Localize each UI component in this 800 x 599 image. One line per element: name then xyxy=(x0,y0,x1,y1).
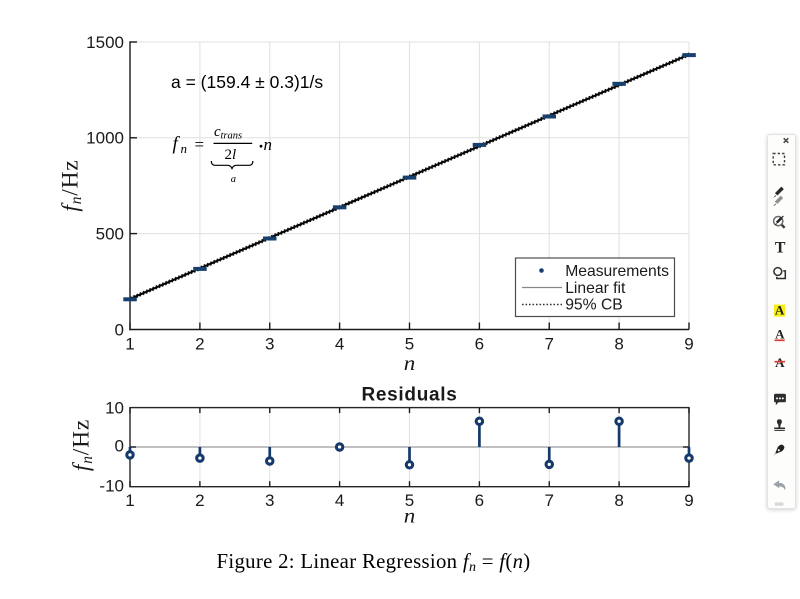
svg-text:9: 9 xyxy=(684,491,693,510)
svg-text:n: n xyxy=(404,506,416,528)
svg-text:5: 5 xyxy=(405,491,414,510)
svg-text:0: 0 xyxy=(115,437,124,456)
svg-text:4: 4 xyxy=(335,491,344,510)
svg-text:0: 0 xyxy=(115,320,124,339)
svg-text:1500: 1500 xyxy=(86,33,124,52)
svg-text:4: 4 xyxy=(335,335,344,354)
svg-text:5: 5 xyxy=(405,335,414,354)
svg-text:n: n xyxy=(264,135,273,154)
svg-text:f: f xyxy=(173,134,181,155)
svg-text:1000: 1000 xyxy=(86,129,124,148)
svg-text:Measurements: Measurements xyxy=(565,263,669,280)
svg-text:Linear fit: Linear fit xyxy=(565,280,626,297)
svg-text:T: T xyxy=(775,240,786,257)
svg-text:500: 500 xyxy=(96,224,124,243)
svg-text:2: 2 xyxy=(195,491,204,510)
svg-text:1: 1 xyxy=(125,491,134,510)
svg-text:Figure 2: Linear Regression fn: Figure 2: Linear Regression fn = f(n) xyxy=(217,550,531,575)
svg-text:8: 8 xyxy=(614,491,623,510)
svg-text:A: A xyxy=(775,327,785,342)
svg-text:10: 10 xyxy=(105,398,124,417)
svg-text:n: n xyxy=(181,141,188,156)
svg-text:fn/Hz: fn/Hz xyxy=(68,419,96,471)
svg-text:1: 1 xyxy=(125,335,134,354)
svg-text:8: 8 xyxy=(614,335,623,354)
svg-text:6: 6 xyxy=(475,335,484,354)
svg-text:6: 6 xyxy=(475,491,484,510)
svg-text:3: 3 xyxy=(265,491,274,510)
svg-text:95% CB: 95% CB xyxy=(565,297,623,314)
svg-text:a: a xyxy=(231,174,236,185)
svg-text:Residuals: Residuals xyxy=(361,385,457,406)
svg-text:trans: trans xyxy=(221,131,243,142)
svg-text:fn/Hz: fn/Hz xyxy=(57,159,85,211)
svg-text:2l: 2l xyxy=(225,147,237,163)
svg-text:7: 7 xyxy=(545,335,554,354)
svg-text:c: c xyxy=(214,124,221,140)
svg-text:-10: -10 xyxy=(99,477,124,496)
svg-text:n: n xyxy=(404,353,416,375)
svg-text:3: 3 xyxy=(265,335,274,354)
svg-text:a = (159.4 ± 0.3)1/s: a = (159.4 ± 0.3)1/s xyxy=(171,72,323,92)
svg-text:9: 9 xyxy=(684,335,693,354)
svg-text:=: = xyxy=(195,135,205,154)
svg-text:A: A xyxy=(775,303,785,318)
svg-text:2: 2 xyxy=(195,335,204,354)
svg-text:7: 7 xyxy=(545,491,554,510)
